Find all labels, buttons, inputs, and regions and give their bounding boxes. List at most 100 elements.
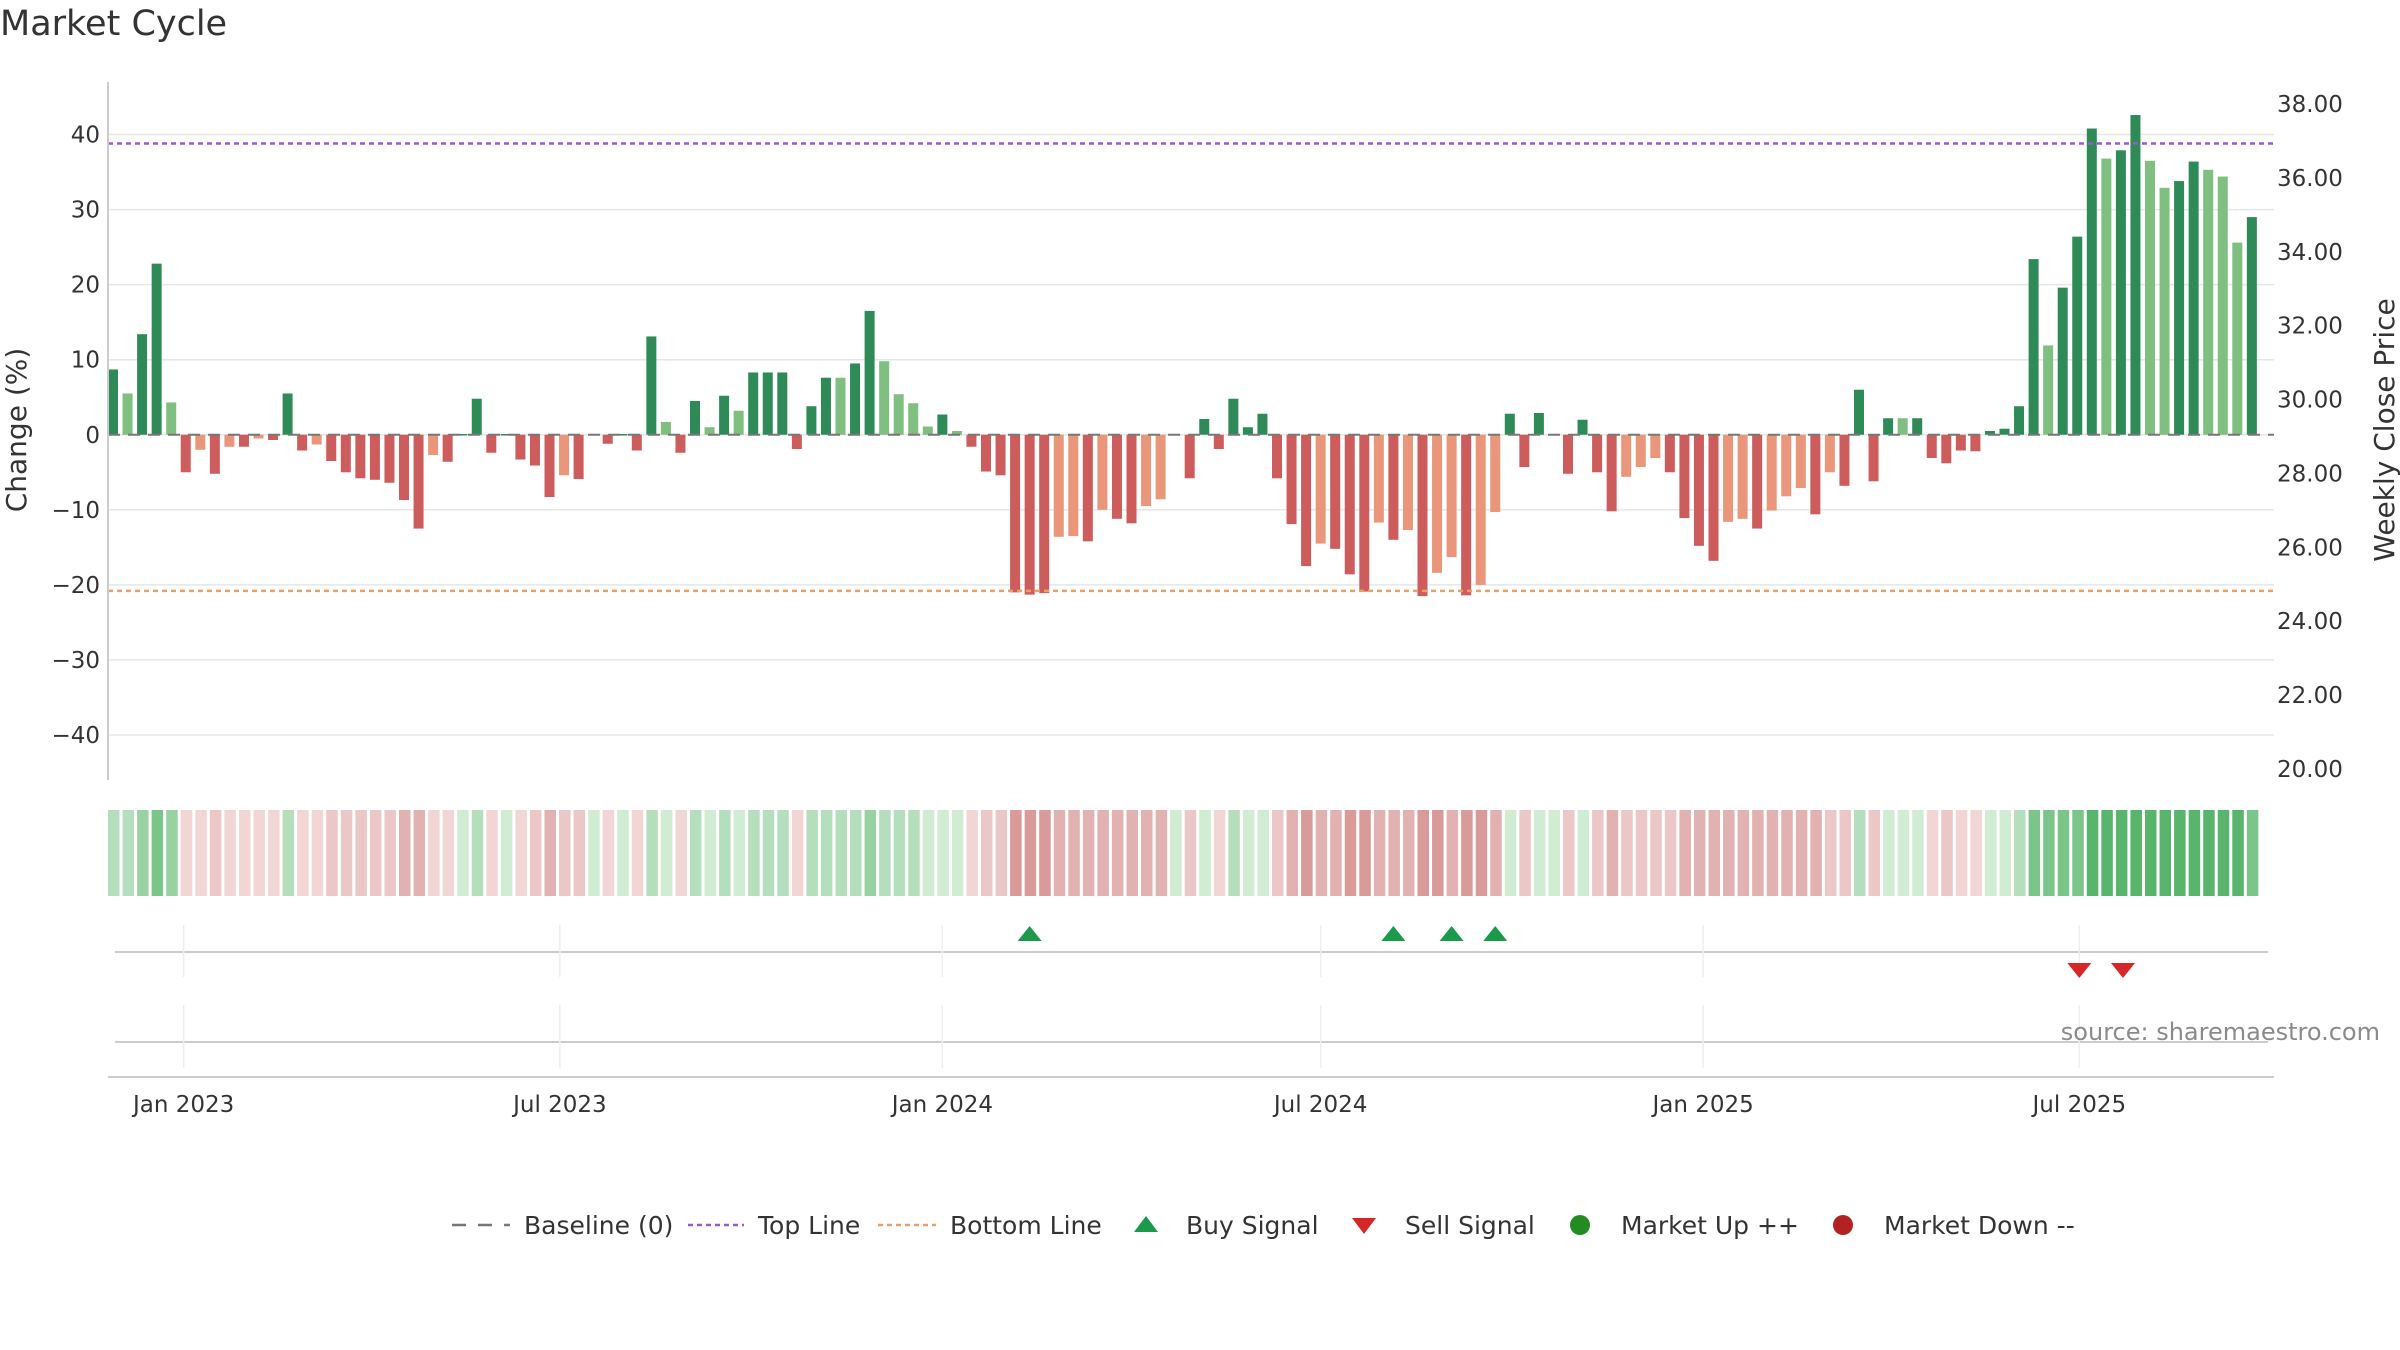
change-bar xyxy=(1737,434,1748,519)
heat-cell xyxy=(1432,810,1444,896)
change-bar xyxy=(1883,418,1894,435)
change-bar xyxy=(2188,161,2199,435)
change-bar xyxy=(151,263,162,435)
heat-cell xyxy=(413,810,426,896)
y2-tick-label: 36.00 xyxy=(2277,166,2343,192)
heat-cell xyxy=(981,810,993,896)
source-label: source: sharemaestro.com xyxy=(2061,1018,2380,1046)
change-bar xyxy=(137,334,148,435)
signal-panel xyxy=(115,925,2268,978)
buy-signal-marker xyxy=(1483,926,1508,941)
heat-cell xyxy=(2203,810,2215,896)
change-bar xyxy=(806,406,817,435)
change-bar xyxy=(1723,434,1734,522)
heat-cell xyxy=(1010,810,1022,896)
y2-tick-label: 38.00 xyxy=(2277,92,2343,118)
change-bar xyxy=(690,400,700,435)
heat-cell xyxy=(2130,810,2142,896)
heat-cell xyxy=(369,810,382,896)
change-bar xyxy=(1606,434,1617,512)
y-tick-label: −10 xyxy=(51,498,100,524)
heat-cell xyxy=(122,810,135,896)
legend-label: Baseline (0) xyxy=(524,1211,673,1240)
change-bar xyxy=(1010,434,1021,593)
change-bar xyxy=(2086,128,2097,435)
heat-cell xyxy=(1592,810,1604,896)
heat-cell xyxy=(631,810,644,896)
heat-cell xyxy=(529,810,542,896)
heat-cell xyxy=(2014,810,2026,896)
heat-cell xyxy=(2072,810,2084,896)
heat-cell xyxy=(806,810,818,896)
heat-cell xyxy=(1301,810,1313,896)
change-bar xyxy=(2232,242,2243,435)
change-bar xyxy=(282,393,293,435)
legend-buy-signal-icon xyxy=(1134,1216,1158,1232)
y2-tick-label: 26.00 xyxy=(2277,535,2343,561)
heat-cell xyxy=(573,810,586,896)
change-bar xyxy=(1155,434,1166,500)
heat-cell xyxy=(1781,810,1793,896)
reference-lines xyxy=(108,142,2274,593)
change-bar xyxy=(1795,434,1806,489)
heat-cell xyxy=(1868,810,1881,896)
heat-cell xyxy=(1519,810,1531,896)
change-bar xyxy=(297,434,308,451)
change-bar xyxy=(471,398,482,435)
change-bar xyxy=(1097,434,1108,510)
change-bar xyxy=(777,372,788,435)
change-bar xyxy=(369,434,380,480)
heat-cell xyxy=(1228,810,1240,896)
buy-signal-marker xyxy=(1381,926,1406,941)
y2-axis-title: Weekly Close Price xyxy=(2368,298,2400,561)
change-bar xyxy=(951,431,962,435)
change-bar xyxy=(1955,434,1966,451)
y-tick-label: 10 xyxy=(71,348,100,374)
change-bar xyxy=(937,414,948,435)
change-bar xyxy=(2101,158,2112,435)
heat-cell xyxy=(1533,810,1546,896)
y-tick-label: 40 xyxy=(71,123,100,149)
change-bar xyxy=(326,434,337,462)
heat-cell xyxy=(2101,810,2113,896)
heat-cell xyxy=(515,810,527,896)
change-bar xyxy=(1577,419,1588,435)
change-bar xyxy=(1432,434,1443,573)
change-bar xyxy=(1184,434,1195,479)
change-bar xyxy=(268,434,279,441)
heat-cell xyxy=(1941,810,1953,896)
change-bar xyxy=(1272,434,1282,479)
change-bar xyxy=(2014,406,2025,435)
change-bar xyxy=(1868,434,1879,482)
change-bar xyxy=(457,434,468,436)
y2-tick-label: 30.00 xyxy=(2277,388,2343,414)
heat-cell xyxy=(1679,810,1691,896)
chart-title: Market Cycle xyxy=(0,4,228,44)
change-bar xyxy=(1417,434,1428,597)
change-bar xyxy=(1810,434,1821,515)
change-bar xyxy=(1257,413,1268,435)
heat-cell xyxy=(1810,810,1822,896)
change-bar xyxy=(2203,169,2214,435)
legend-market-down-icon xyxy=(1833,1215,1853,1235)
change-bar xyxy=(1766,434,1777,511)
heat-cell xyxy=(1388,810,1400,896)
legend-sell-signal-icon xyxy=(1352,1218,1376,1234)
change-bar xyxy=(122,393,133,435)
heat-cell xyxy=(2159,810,2172,896)
heat-cell xyxy=(1068,810,1080,896)
heat-cell xyxy=(195,810,207,896)
heat-cell xyxy=(399,810,411,896)
heat-cell xyxy=(1664,810,1677,896)
change-bar xyxy=(602,434,613,444)
x-tick-label: Jan 2024 xyxy=(890,1092,993,1118)
heat-cell xyxy=(588,810,600,896)
change-bar xyxy=(1330,434,1341,549)
heat-cell xyxy=(1097,810,1109,896)
change-bar xyxy=(1213,434,1224,450)
heat-cell xyxy=(908,810,920,896)
change-bar xyxy=(1563,434,1573,474)
heat-cell xyxy=(951,810,964,896)
heat-cell xyxy=(1548,810,1560,896)
change-bar xyxy=(646,336,657,435)
